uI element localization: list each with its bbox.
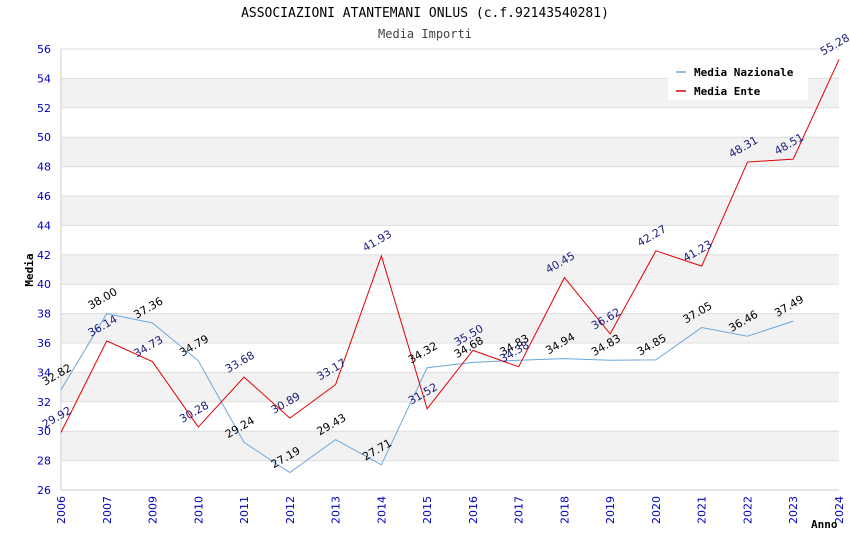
x-tick-label: 2022 bbox=[741, 496, 754, 524]
x-tick-label: 2011 bbox=[238, 496, 251, 524]
series-lines bbox=[60, 59, 840, 474]
legend-entry: Media Ente bbox=[694, 85, 761, 98]
x-tick-label: 2021 bbox=[696, 496, 709, 524]
y-tick-label: 30 bbox=[37, 425, 51, 438]
y-tick-label: 32 bbox=[37, 396, 51, 409]
data-label: 42.27 bbox=[635, 222, 669, 249]
y-tick-label: 34 bbox=[37, 366, 51, 379]
legend-entry: Media Nazionale bbox=[694, 66, 794, 79]
y-tick-label: 56 bbox=[37, 43, 51, 56]
legend-box bbox=[668, 60, 808, 100]
x-tick-label: 2017 bbox=[513, 496, 526, 524]
x-tick-label: 2015 bbox=[421, 496, 434, 524]
y-tick-label: 28 bbox=[37, 455, 51, 468]
y-tick-label: 40 bbox=[37, 278, 51, 291]
grid-band bbox=[61, 431, 839, 461]
y-tick-label: 46 bbox=[37, 190, 51, 203]
x-tick-label: 2024 bbox=[833, 496, 846, 524]
x-tick-label: 2006 bbox=[55, 496, 68, 524]
data-label: 41.93 bbox=[360, 227, 394, 254]
grid-band bbox=[61, 254, 839, 285]
x-tick-label: 2010 bbox=[192, 496, 205, 524]
x-axis-ticks: 2006 2007 2009 2010 2011 2012 2013 2014 2015 2016… bbox=[55, 496, 846, 524]
x-tick-label: 2018 bbox=[558, 496, 571, 524]
y-tick-label: 52 bbox=[37, 102, 51, 115]
data-label: 33.68 bbox=[223, 349, 257, 376]
x-tick-label: 2020 bbox=[650, 496, 663, 524]
series-line-nazionale bbox=[60, 313, 794, 474]
grid-band bbox=[61, 313, 839, 343]
y-axis-ticks: 26 28 30 32 34 36 38 40 42 44 46 48 50 52 54 56 bbox=[37, 43, 51, 497]
grid-band bbox=[61, 196, 839, 226]
y-tick-label: 44 bbox=[37, 219, 51, 232]
x-tick-label: 2013 bbox=[330, 496, 343, 524]
grid-band bbox=[61, 137, 839, 167]
y-tick-label: 38 bbox=[37, 308, 51, 321]
grid-band bbox=[61, 372, 839, 402]
y-tick-label: 42 bbox=[37, 249, 51, 262]
x-tick-label: 2009 bbox=[147, 496, 160, 524]
series-line-ente bbox=[60, 59, 840, 433]
x-tick-label: 2012 bbox=[284, 496, 297, 524]
chart-title: ASSOCIAZIONI ATANTEMANI ONLUS (c.f.92143… bbox=[241, 6, 609, 21]
y-tick-label: 26 bbox=[37, 484, 51, 497]
x-tick-label: 2023 bbox=[787, 496, 800, 524]
chart-subtitle: Media Importi bbox=[378, 27, 472, 41]
x-tick-label: 2016 bbox=[467, 496, 480, 524]
data-label: 55.28 bbox=[818, 31, 850, 58]
y-axis-label: Media bbox=[23, 253, 36, 286]
legend: Media Nazionale Media Ente bbox=[668, 60, 808, 100]
y-tick-label: 36 bbox=[37, 337, 51, 350]
x-tick-label: 2014 bbox=[375, 496, 388, 524]
y-tick-label: 48 bbox=[37, 161, 51, 174]
x-tick-label: 2007 bbox=[101, 496, 114, 524]
x-axis-label: Anno bbox=[811, 518, 838, 531]
grid-bands bbox=[61, 78, 839, 461]
data-label: 38.00 bbox=[86, 285, 120, 312]
y-tick-label: 50 bbox=[37, 131, 51, 144]
x-tick-label: 2019 bbox=[604, 496, 617, 524]
y-tick-label: 54 bbox=[37, 72, 51, 85]
grid-lines bbox=[60, 48, 839, 491]
